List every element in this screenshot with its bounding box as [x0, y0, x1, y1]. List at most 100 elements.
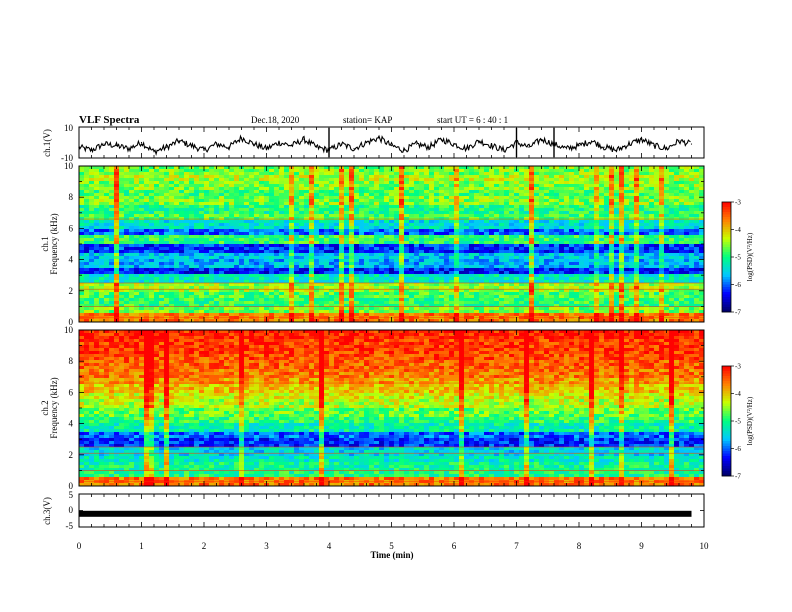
- spectrogram-cell: [419, 265, 425, 269]
- spectrogram-cell: [599, 178, 605, 182]
- spectrogram-cell: [509, 208, 515, 212]
- spectrogram-cell: [649, 229, 655, 233]
- spectrogram-cell: [649, 271, 655, 275]
- spectrogram-cell: [444, 277, 450, 281]
- spectrogram-cell: [314, 193, 320, 197]
- spectrogram-cell: [144, 247, 150, 251]
- spectrogram-cell: [659, 259, 665, 263]
- spectrogram-cell: [389, 226, 395, 230]
- spectrogram-cell: [129, 271, 135, 275]
- spectrogram-cell: [649, 256, 655, 260]
- spectrogram-cell: [104, 193, 110, 197]
- spectrogram-cell: [439, 169, 445, 173]
- spectrogram-cell: [679, 229, 685, 233]
- spectrogram-cell: [94, 175, 100, 179]
- spectrogram-cell: [234, 226, 240, 230]
- spectrogram-cell: [224, 280, 230, 284]
- spectrogram-cell: [279, 193, 285, 197]
- spectrogram-cell: [634, 268, 640, 272]
- spectrogram-cell: [484, 187, 490, 191]
- spectrogram-cell: [474, 175, 480, 179]
- spectrogram-cell: [129, 193, 135, 197]
- spectrogram-cell: [574, 253, 580, 257]
- spectrogram-cell: [174, 193, 180, 197]
- spectrogram-cell: [454, 247, 460, 251]
- spectrogram-cell: [329, 229, 335, 233]
- spectrogram-cell: [469, 274, 475, 278]
- spectrogram-cell: [584, 238, 590, 242]
- spectrogram-cell: [144, 202, 150, 206]
- spectrogram-cell: [434, 169, 440, 173]
- spectrogram-cell: [549, 202, 555, 206]
- spectrogram-cell: [229, 268, 235, 272]
- spectrogram-cell: [319, 226, 325, 230]
- spectrogram-cell: [399, 226, 405, 230]
- spectrogram-cell: [174, 238, 180, 242]
- spectrogram-cell: [199, 223, 205, 227]
- spectrogram-cell: [344, 244, 350, 248]
- spectrogram-cell: [649, 181, 655, 185]
- spectrogram-cell: [419, 199, 425, 203]
- spectrogram-cell: [289, 202, 295, 206]
- ch1-sample-point: [290, 145, 293, 147]
- spectrogram-cell: [594, 268, 600, 272]
- spectrogram-cell: [554, 211, 560, 215]
- spectrogram-cell: [614, 205, 620, 209]
- spectrogram-cell: [379, 244, 385, 248]
- spectrogram-cell: [164, 220, 170, 224]
- spectrogram-cell: [454, 166, 460, 170]
- spectrogram-cell: [459, 253, 465, 257]
- spectrogram-cell: [559, 244, 565, 248]
- spectrogram-cell: [394, 214, 400, 218]
- spectrogram-cell: [104, 202, 110, 206]
- spectrogram-cell: [284, 277, 290, 281]
- spectrogram-cell: [264, 238, 270, 242]
- spectrogram-cell: [214, 265, 220, 269]
- spectrogram-cell: [324, 166, 330, 170]
- spectrogram-cell: [139, 175, 145, 179]
- spectrogram-cell: [84, 178, 90, 182]
- spectrogram-cell: [254, 271, 260, 275]
- spectrogram-cell: [324, 217, 330, 221]
- spectrogram-cell: [489, 229, 495, 233]
- spectrogram-cell: [669, 223, 675, 227]
- spectrogram-cell: [624, 226, 630, 230]
- spectrogram-cell: [364, 250, 370, 254]
- spectrogram-cell: [539, 241, 545, 245]
- spectrogram-cell: [454, 211, 460, 215]
- spectrogram-cell: [494, 265, 500, 269]
- spectrogram-cell: [239, 199, 245, 203]
- spectrogram-cell: [109, 181, 115, 185]
- spectrogram-cell: [259, 277, 265, 281]
- spectrogram-cell: [179, 166, 185, 170]
- spectrogram-cell: [89, 205, 95, 209]
- spectrogram-cell: [389, 193, 395, 197]
- spectrogram-cell: [579, 190, 585, 194]
- spectrogram-cell: [439, 247, 445, 251]
- spectrogram-cell: [154, 235, 160, 239]
- spectrogram-cell: [379, 199, 385, 203]
- spectrogram-cell: [104, 211, 110, 215]
- spectrogram-cell: [84, 271, 90, 275]
- spectrogram-cell: [314, 187, 320, 191]
- spectrogram-cell: [314, 235, 320, 239]
- spectrogram-cell: [389, 187, 395, 191]
- spectrogram-cell: [354, 211, 360, 215]
- spectrogram-cell: [519, 190, 525, 194]
- spectrogram-cell: [629, 223, 635, 227]
- spectrogram-cell: [169, 223, 175, 227]
- spectrogram-cell: [294, 187, 300, 191]
- spectrogram-cell: [199, 238, 205, 242]
- spectrogram-cell: [424, 193, 430, 197]
- spectrogram-cell: [94, 256, 100, 260]
- spectrogram-cell: [434, 223, 440, 227]
- spectrogram-cell: [554, 205, 560, 209]
- spectrogram-cell: [674, 211, 680, 215]
- spectrogram-cell: [694, 178, 700, 182]
- spectrogram-cell: [634, 259, 640, 263]
- spectrogram-cell: [474, 172, 480, 176]
- spectrogram-cell: [189, 202, 195, 206]
- spectrogram-cell: [414, 265, 420, 269]
- spectrogram-cell: [384, 205, 390, 209]
- spectrogram-cell: [229, 217, 235, 221]
